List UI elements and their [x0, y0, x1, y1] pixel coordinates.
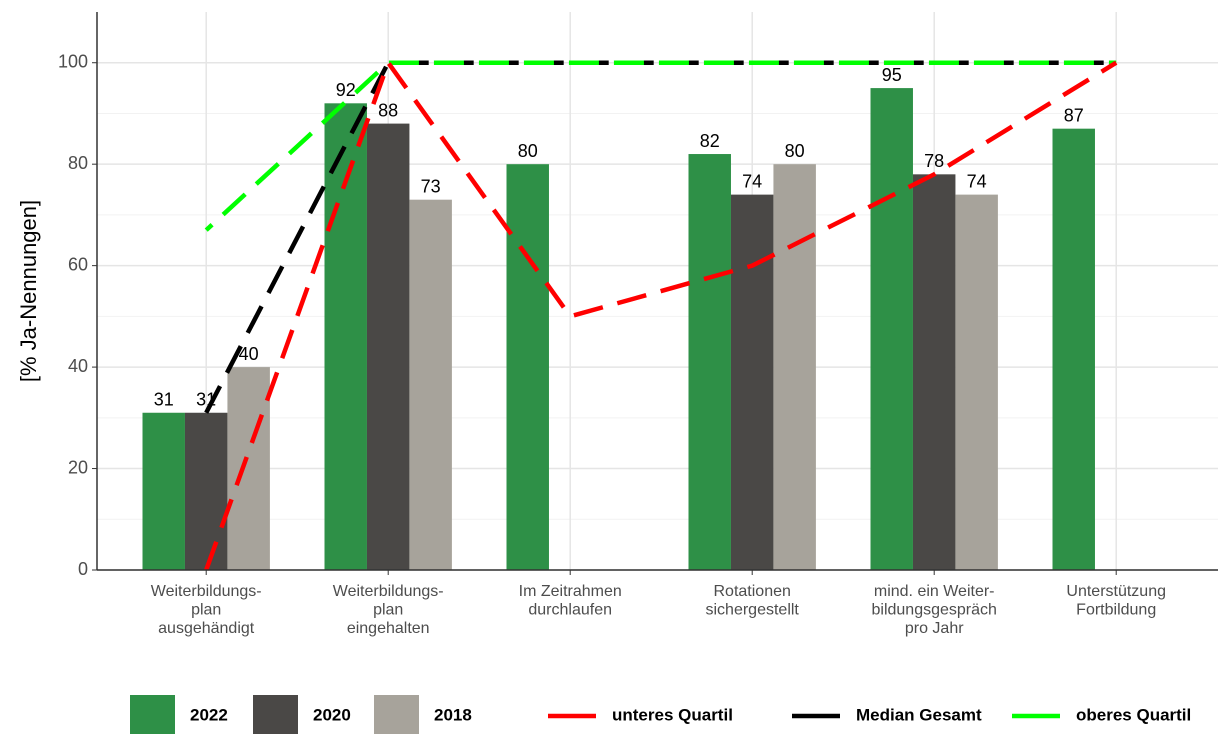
data-label: 74	[742, 171, 762, 191]
data-label: 78	[924, 151, 944, 171]
bar	[506, 164, 549, 570]
bar	[366, 123, 410, 570]
legend-label: Median Gesamt	[856, 705, 982, 724]
bar	[1052, 128, 1095, 570]
bar	[955, 194, 998, 571]
data-label: 73	[421, 176, 441, 196]
bar	[184, 412, 228, 570]
data-label: 82	[700, 131, 720, 151]
y-tick-label: 40	[68, 356, 88, 376]
bar	[912, 174, 956, 570]
bar	[142, 412, 185, 570]
data-label: 88	[378, 100, 398, 120]
legend-label: 2018	[434, 705, 472, 724]
bar	[409, 199, 452, 570]
x-tick-label: Weiterbildungs-plan ausgehändigt	[151, 583, 262, 637]
bar	[773, 164, 816, 570]
legend-swatch	[130, 695, 175, 734]
data-label: 95	[882, 65, 902, 85]
x-tick-label: Unterstützung Fortbildung	[1066, 583, 1166, 618]
x-tick-label: Rotationen sichergestellt	[706, 583, 800, 618]
line-series	[204, 57, 1118, 571]
y-tick-label: 60	[68, 254, 88, 274]
data-label: 74	[967, 171, 987, 191]
y-axis-label: [% Ja-Nennungen]	[16, 200, 41, 382]
legend-label: unteres Quartil	[612, 705, 733, 724]
data-label: 80	[785, 141, 805, 161]
data-label: 31	[154, 389, 174, 409]
y-tick-label: 80	[68, 153, 88, 173]
bar	[324, 103, 367, 571]
line-series	[204, 60, 1117, 414]
y-tick-label: 0	[78, 559, 88, 579]
x-tick-label: Im Zeitrahmen durchlaufen	[519, 583, 622, 618]
bar	[688, 154, 731, 570]
legend-label: 2020	[313, 705, 351, 724]
x-tick-label: mind. ein Weiter-bildungsgespräch pro Jah…	[871, 583, 996, 637]
legend-swatch	[374, 695, 419, 734]
line-series	[204, 60, 1117, 232]
legend-label: 2022	[190, 705, 228, 724]
legend-label: oberes Quartil	[1076, 705, 1191, 724]
bar	[730, 194, 774, 571]
legend-swatch	[253, 695, 298, 734]
y-tick-label: 100	[58, 51, 88, 71]
y-tick-label: 20	[68, 457, 88, 477]
bar	[870, 88, 913, 570]
bar	[227, 367, 270, 570]
data-label: 92	[336, 80, 356, 100]
x-tick-label: Weiterbildungs-plan eingehalten	[333, 583, 444, 637]
data-label: 40	[239, 344, 259, 364]
data-label: 80	[518, 141, 538, 161]
data-label: 87	[1064, 105, 1084, 125]
